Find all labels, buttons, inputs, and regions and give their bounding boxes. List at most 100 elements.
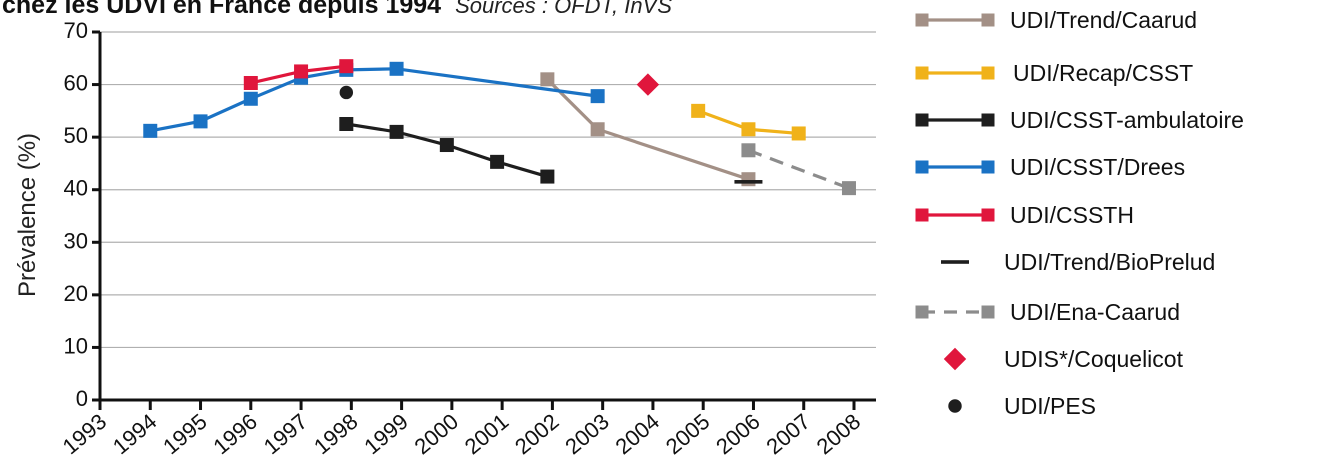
legend: UDI/Trend/Caarud UDI/Recap/CSST UDI/CSST-a… — [915, 7, 1244, 419]
data-point — [339, 59, 354, 74]
series-7 — [636, 73, 660, 96]
x-tick-label: 2006 — [711, 409, 765, 460]
legend-marker — [948, 399, 962, 413]
data-series — [143, 59, 856, 196]
x-tick-label: 1993 — [58, 409, 112, 460]
legend-marker — [915, 113, 929, 127]
data-point — [339, 117, 354, 131]
data-point — [734, 180, 763, 184]
y-tick-label: 60 — [64, 71, 88, 96]
legend-marker — [943, 347, 967, 371]
data-point — [791, 126, 806, 141]
gridlines — [100, 31, 876, 349]
series-1 — [691, 103, 806, 141]
data-point — [243, 75, 258, 90]
y-axis-label: Prévalence (%) — [14, 133, 41, 297]
data-point — [143, 123, 158, 138]
legend-marker — [981, 13, 995, 27]
legend-label: UDI/CSSTH — [1010, 202, 1134, 228]
legend-label: UDI/Trend/Caarud — [1010, 7, 1197, 33]
x-tick-label: 2002 — [510, 409, 564, 460]
data-point — [339, 85, 354, 100]
legend-label: UDI/PES — [1004, 393, 1096, 419]
legend-marker — [981, 66, 995, 80]
legend-marker — [981, 113, 995, 127]
y-tick-label: 20 — [64, 281, 88, 306]
x-tick-label: 1998 — [309, 409, 363, 460]
data-point — [389, 61, 404, 76]
legend-marker — [981, 305, 995, 319]
data-point — [636, 73, 660, 96]
legend-label: UDIS*/Coquelicot — [1004, 346, 1184, 372]
x-axis-ticks: 1993199419951996199719981999200020012002… — [58, 400, 866, 460]
x-tick-label: 1994 — [108, 409, 162, 460]
legend-marker — [915, 66, 929, 80]
legend-item: UDI/Recap/CSST — [915, 60, 1193, 86]
data-point — [439, 138, 454, 153]
legend-marker — [941, 260, 969, 264]
data-point — [741, 122, 756, 137]
x-tick-label: 2000 — [410, 409, 464, 460]
y-tick-label: 40 — [64, 176, 88, 201]
x-tick-label: 2007 — [761, 409, 815, 460]
series-line — [149, 67, 598, 133]
data-point — [490, 154, 505, 169]
legend-item: UDI/Trend/BioPrelud — [941, 249, 1215, 275]
legend-label: UDI/Recap/CSST — [1013, 60, 1193, 86]
x-tick-label: 2004 — [611, 409, 665, 460]
data-point — [741, 172, 756, 187]
axes — [98, 32, 876, 402]
data-point — [741, 143, 756, 158]
legend-item: UDI/PES — [948, 393, 1096, 419]
y-tick-label: 30 — [64, 228, 88, 253]
legend-marker — [981, 208, 995, 222]
y-tick-label: 0 — [76, 386, 88, 411]
data-point — [243, 91, 258, 106]
legend-label: UDI/Trend/BioPrelud — [1004, 249, 1215, 275]
series-5 — [734, 180, 763, 184]
y-tick-label: 10 — [64, 333, 88, 358]
x-tick-label: 2003 — [560, 409, 614, 460]
chart-title-bar: chez les UDVI en France depuis 1994 Sourc… — [2, 0, 672, 20]
x-tick-label: 1997 — [259, 409, 313, 460]
data-point — [691, 103, 706, 118]
y-tick-label: 50 — [64, 123, 88, 148]
legend-item: UDI/Trend/Caarud — [915, 7, 1197, 33]
data-point — [540, 169, 555, 184]
legend-marker — [981, 160, 995, 174]
series-2 — [339, 117, 555, 184]
data-point — [590, 122, 605, 137]
x-tick-label: 2005 — [661, 409, 715, 460]
legend-item: UDI/CSSTH — [915, 202, 1134, 228]
chart-subtitle: Sources : OFDT, InVS — [455, 0, 672, 18]
legend-item: UDI/CSST/Drees — [915, 154, 1185, 180]
data-point — [294, 64, 309, 79]
legend-label: UDI/CSST/Drees — [1010, 154, 1185, 180]
data-point — [540, 72, 555, 87]
data-point — [841, 181, 856, 196]
x-tick-label: 2008 — [812, 409, 866, 460]
chart-title: chez les UDVI en France depuis 1994 — [2, 0, 442, 19]
legend-marker — [915, 305, 929, 319]
x-tick-label: 1996 — [208, 409, 262, 460]
series-3 — [143, 61, 605, 138]
legend-marker — [915, 160, 929, 174]
series-4 — [243, 59, 354, 90]
legend-label: UDI/CSST-ambulatoire — [1010, 107, 1244, 133]
x-tick-label: 1995 — [158, 409, 212, 460]
series-0 — [540, 72, 756, 187]
legend-marker — [915, 13, 929, 27]
series-8 — [339, 85, 354, 100]
legend-marker — [915, 208, 929, 222]
y-tick-label: 70 — [64, 18, 88, 43]
x-tick-label: 2001 — [460, 409, 514, 460]
data-point — [193, 114, 208, 129]
series-6 — [741, 143, 856, 196]
data-point — [389, 124, 404, 139]
data-point — [590, 89, 605, 104]
legend-item: UDI/CSST-ambulatoire — [915, 107, 1244, 133]
legend-item: UDI/Ena-Caarud — [915, 299, 1180, 325]
y-axis-ticks: 0 10 20 30 40 50 60 70 — [64, 18, 100, 411]
series-line — [747, 148, 850, 190]
